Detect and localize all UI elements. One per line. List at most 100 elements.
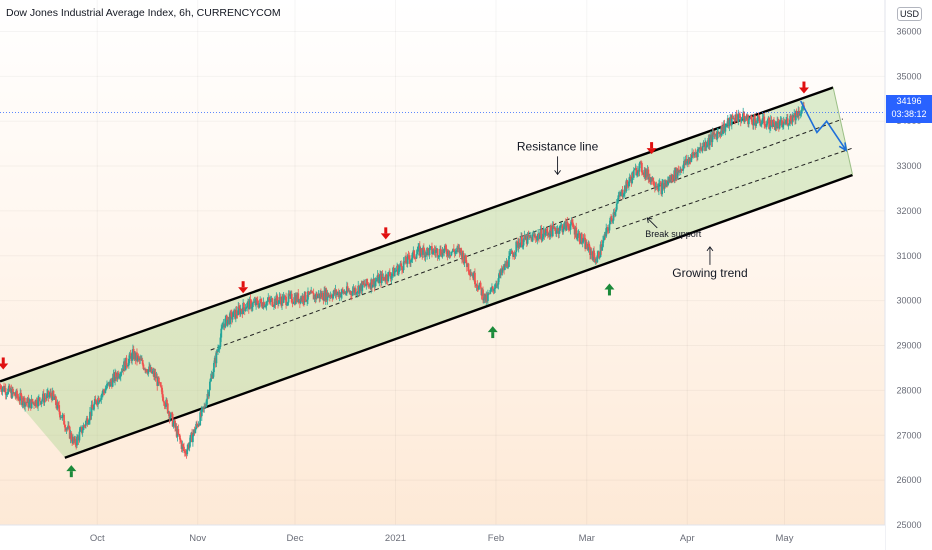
grid xyxy=(0,0,885,526)
candle-body xyxy=(264,305,267,307)
candle-body xyxy=(799,114,801,116)
candle-body xyxy=(8,385,11,392)
candle-body xyxy=(197,424,200,427)
candle-body xyxy=(378,276,381,284)
candle-body xyxy=(16,396,19,398)
candle-body xyxy=(88,420,91,423)
candle-body xyxy=(636,170,639,174)
candle-body xyxy=(172,422,175,427)
candle-body xyxy=(395,270,398,272)
candle-body xyxy=(744,117,747,119)
annotation-label: Growing trend xyxy=(672,266,747,280)
down-arrow-marker xyxy=(0,357,9,370)
candle-body xyxy=(431,252,434,254)
candle-body xyxy=(91,404,94,409)
candle-body xyxy=(799,113,802,115)
candle-body xyxy=(504,263,506,270)
candle-body xyxy=(355,292,358,295)
candle-body xyxy=(230,312,233,320)
candle-body xyxy=(129,353,132,356)
candle-body xyxy=(150,367,153,374)
candle-body xyxy=(59,411,61,418)
candle-body xyxy=(790,115,792,121)
candle-body xyxy=(496,284,499,286)
candle-body xyxy=(608,224,611,231)
candle-body xyxy=(615,203,618,210)
candle-body xyxy=(246,302,249,308)
candle-body xyxy=(183,446,185,452)
candle-body xyxy=(731,115,734,119)
candle-body xyxy=(716,132,719,140)
candle-body xyxy=(599,244,602,257)
candle-body xyxy=(7,388,10,395)
candle-body xyxy=(478,285,480,290)
candle-body xyxy=(408,255,411,260)
candle-body xyxy=(602,240,604,247)
candle-body xyxy=(519,242,522,248)
candle-body xyxy=(777,121,779,123)
candle-body xyxy=(778,121,781,129)
candle-body xyxy=(304,291,307,301)
candle-body xyxy=(721,125,724,134)
y-tick-label: 25000 xyxy=(896,520,921,530)
candle-body xyxy=(781,125,784,128)
candle-body xyxy=(221,326,224,328)
candle-body xyxy=(756,115,759,124)
candle-body xyxy=(205,399,208,406)
candle-body xyxy=(367,284,370,287)
candle-body xyxy=(102,390,105,392)
candle-body xyxy=(449,255,452,256)
up-arrow-marker xyxy=(66,465,77,478)
candle-body xyxy=(497,278,500,285)
marker-head xyxy=(646,148,657,155)
candle-body xyxy=(740,119,743,122)
projection-arrowhead xyxy=(838,142,848,152)
candle-body xyxy=(84,425,86,427)
candle-body xyxy=(292,303,295,304)
candle-body xyxy=(136,356,139,361)
candle-body xyxy=(495,284,497,289)
candle-body xyxy=(490,289,493,291)
candle-body xyxy=(561,225,564,233)
candle-body xyxy=(226,319,229,326)
candle-body xyxy=(501,269,504,273)
candle-body xyxy=(785,120,788,124)
y-tick-label: 36000 xyxy=(896,26,921,36)
candle-body xyxy=(330,295,333,298)
candle-body xyxy=(238,306,240,309)
candle-body xyxy=(179,439,182,442)
candle-body xyxy=(538,234,541,239)
candle-body xyxy=(455,250,458,252)
candle-body xyxy=(387,272,390,282)
candle-body xyxy=(544,232,547,236)
candle-body xyxy=(196,423,198,425)
candle-body xyxy=(87,422,90,425)
candle-body xyxy=(427,248,429,250)
candle-body xyxy=(451,251,454,253)
candle-body xyxy=(20,392,22,396)
candle-body xyxy=(168,412,171,419)
marker-head xyxy=(66,465,77,472)
candle-body xyxy=(140,358,142,361)
candle-body xyxy=(127,365,129,367)
candle-body xyxy=(98,400,101,403)
down-arrow-marker xyxy=(646,142,657,155)
candle-body xyxy=(628,176,631,182)
candle-body xyxy=(585,242,588,249)
candle-body xyxy=(686,161,689,164)
candle-body xyxy=(200,408,203,417)
candle-body xyxy=(93,404,95,410)
currency-badge[interactable]: USD xyxy=(897,7,923,21)
marker-head xyxy=(380,233,391,240)
candle-body xyxy=(67,425,69,429)
candle-body xyxy=(282,296,285,303)
candle-body xyxy=(751,119,753,125)
candle-body xyxy=(680,168,683,171)
candle-body xyxy=(105,388,108,390)
candle-body xyxy=(766,122,769,124)
candle-body xyxy=(141,359,144,365)
candle-body xyxy=(251,302,254,308)
candle-body xyxy=(285,304,288,306)
